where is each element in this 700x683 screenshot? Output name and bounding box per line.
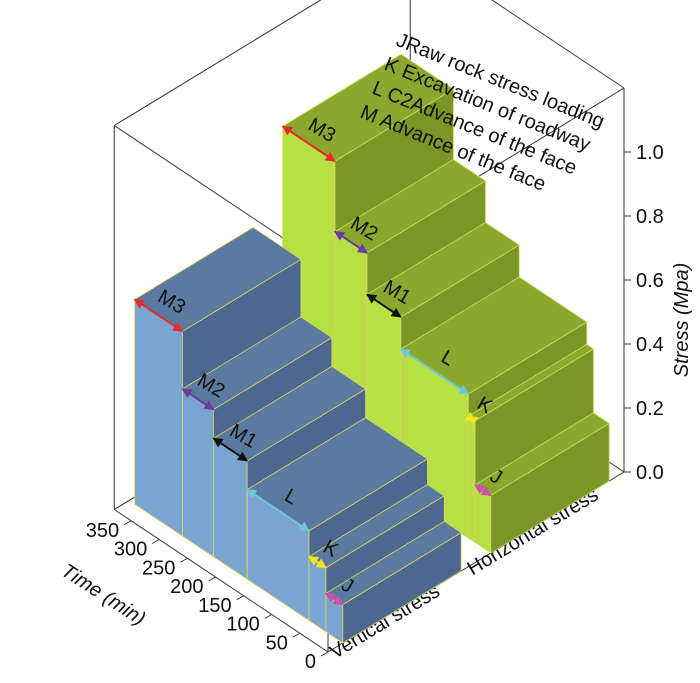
- step-block: [474, 412, 610, 554]
- y-tick: [264, 614, 272, 619]
- y-tick: [320, 651, 329, 657]
- y-tick: [236, 595, 244, 601]
- y-tick-label: 200: [170, 576, 203, 598]
- stage-arrow: [246, 488, 310, 532]
- stage-arrow: [281, 125, 336, 162]
- block-side: [308, 555, 327, 633]
- stage-arrow: [133, 298, 184, 333]
- box-edge: [113, 0, 322, 126]
- block-side: [134, 298, 183, 537]
- stage-arrow: [325, 592, 344, 606]
- z-tick-label: 0.6: [636, 270, 664, 292]
- block-side: [213, 437, 248, 580]
- block-side: [467, 415, 476, 544]
- box-edge: [113, 509, 329, 653]
- y-tick: [292, 632, 301, 638]
- stage-arrow: [212, 437, 249, 462]
- y-tick-label: 150: [198, 595, 231, 617]
- z-tick-label: 0.0: [636, 462, 664, 484]
- z-tick-label: 0.2: [636, 398, 664, 420]
- y-tick-label: 50: [266, 632, 288, 654]
- y-tick-label: 300: [114, 539, 147, 561]
- y-tick-label: 250: [142, 557, 175, 579]
- y-tick-label: 350: [86, 520, 119, 542]
- z-axis-title: Stress (Mpa): [671, 263, 693, 377]
- stage-arrow: [399, 348, 470, 395]
- stage-arrow: [181, 388, 215, 411]
- stage-arrow: [308, 555, 327, 569]
- stage-arrow: [334, 230, 368, 254]
- z-tick-label: 1.0: [636, 142, 664, 164]
- stage-arrow: [464, 411, 479, 426]
- z-tick-label: 0.4: [636, 334, 664, 356]
- box-edge: [491, 0, 625, 89]
- block-side: [474, 484, 492, 554]
- y-tick: [152, 539, 160, 544]
- y-tick: [208, 576, 216, 582]
- y-axis-title: Time (min): [57, 560, 149, 630]
- block-side: [182, 388, 214, 558]
- step-block: [325, 520, 462, 644]
- y-tick: [123, 520, 132, 526]
- y-tick-label: 100: [226, 614, 259, 636]
- z-tick-label: 0.8: [636, 206, 664, 228]
- y-tick-label: 0: [305, 651, 316, 673]
- stage-arrow: [474, 484, 492, 497]
- stage-arrow: [366, 293, 402, 318]
- y-tick: [180, 557, 188, 563]
